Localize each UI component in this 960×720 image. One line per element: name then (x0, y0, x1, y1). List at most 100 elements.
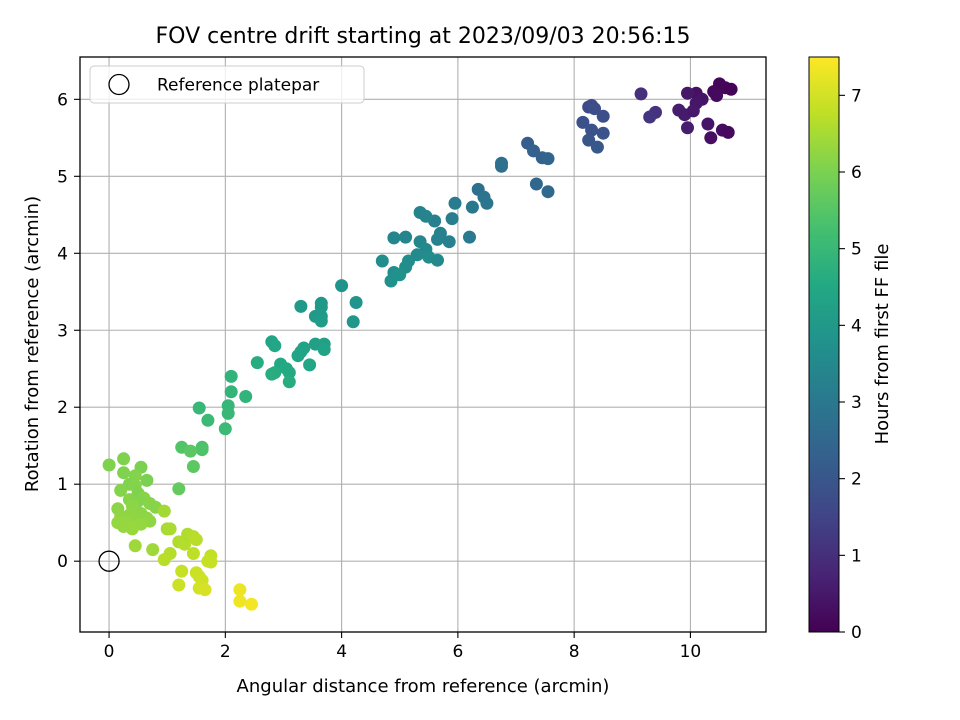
reference-point (98, 550, 120, 572)
scatter-point (721, 125, 735, 139)
scatter-point (681, 86, 694, 100)
scatter-point (125, 522, 139, 536)
scatter-point (178, 537, 192, 551)
x-tick-label: 10 (680, 642, 702, 662)
scatter-point (239, 390, 253, 403)
x-tick-label: 0 (104, 642, 115, 662)
scatter-point (317, 343, 331, 356)
scatter-point (233, 583, 247, 597)
scatter-point (314, 314, 328, 328)
colorbar: 0 1 2 3 4 5 6 7 Hours from first FF file (808, 56, 893, 643)
scatter-point (431, 232, 444, 246)
scatter-point (294, 299, 308, 313)
scatter-point (527, 144, 540, 158)
scatter-point (224, 385, 238, 399)
y-axis-label: Rotation from reference (arcmin) (22, 196, 43, 492)
colorbar-tick-label: 6 (851, 163, 862, 183)
scatter-point (588, 102, 601, 116)
scatter-point (465, 200, 479, 214)
scatter-point (221, 406, 235, 420)
x-axis-label: Angular distance from reference (arcmin) (237, 676, 610, 697)
scatter-point (172, 578, 186, 592)
x-axis-ticks: 0 2 4 6 8 10 (104, 632, 702, 662)
y-tick-label: 3 (57, 321, 68, 341)
scatter-point (245, 597, 258, 611)
scatter-point (643, 110, 657, 124)
scatter-point (384, 274, 398, 288)
scatter-point (710, 89, 724, 102)
scatter-point (335, 279, 349, 293)
scatter-point (224, 369, 238, 383)
scatter-point (346, 315, 360, 329)
scatter-point (186, 460, 200, 473)
scatter-point (250, 356, 264, 370)
colorbar-gradient (808, 56, 840, 633)
scatter-point (114, 483, 128, 497)
scatter-point (282, 375, 296, 389)
scatter-point (704, 131, 718, 145)
scatter-point (265, 367, 279, 381)
scatter-point (163, 522, 177, 536)
scatter-point (701, 117, 715, 131)
scatter-point (140, 473, 154, 487)
scatter-point (576, 115, 590, 129)
legend: Reference platepar (89, 65, 365, 104)
chart-title: FOV centre drift starting at 2023/09/03 … (156, 24, 691, 49)
scatter-point (268, 339, 282, 353)
y-tick-label: 1 (57, 475, 68, 495)
scatter-point (157, 504, 171, 518)
scatter-point (596, 109, 610, 123)
scatter-point (480, 196, 494, 210)
colorbar-label: Hours from first FF file (872, 244, 893, 445)
scatter-point (463, 230, 476, 244)
reference-platepar-marker (98, 550, 120, 572)
scatter-point (291, 349, 305, 363)
scatter-point (175, 564, 189, 578)
scatter-point (686, 104, 700, 118)
scatter-point (419, 209, 433, 223)
legend-marker-icon (108, 73, 130, 96)
scatter-point (541, 185, 555, 199)
scatter-point (596, 126, 610, 140)
colorbar-tick-label: 3 (851, 393, 862, 413)
data-points (102, 77, 738, 611)
scatter-point (184, 444, 197, 458)
scatter-point (157, 553, 171, 567)
scatter-point (146, 543, 160, 557)
scatter-point (445, 212, 459, 226)
colorbar-tick-label: 5 (851, 240, 862, 260)
scatter-point (724, 82, 738, 96)
scatter-point (117, 466, 131, 480)
scatter-point (192, 401, 206, 415)
scatter-point (582, 133, 596, 147)
scatter-point (314, 300, 328, 314)
scatter-point (233, 594, 247, 608)
scatter-point (172, 482, 186, 496)
scatter-point (529, 177, 543, 191)
y-axis-ticks: 0 1 2 3 4 5 6 (57, 90, 80, 572)
scatter-point (204, 555, 218, 569)
plot-frame (79, 56, 767, 633)
scatter-point (387, 231, 401, 245)
scatter-point (585, 123, 599, 137)
x-tick-label: 4 (336, 642, 347, 662)
x-tick-label: 2 (220, 642, 231, 662)
y-tick-label: 2 (57, 398, 68, 418)
scatter-point (201, 413, 215, 427)
y-tick-label: 4 (57, 244, 68, 264)
scatter-point (431, 253, 444, 267)
scatter-point (189, 533, 203, 547)
scatter-point (198, 583, 212, 597)
colorbar-ticks: 0 1 2 3 4 5 6 7 (839, 86, 862, 643)
scatter-point (186, 547, 200, 560)
scatter-point (681, 121, 694, 135)
scatter-point (448, 196, 462, 210)
scatter-point (442, 235, 456, 249)
scatter-point (541, 152, 555, 166)
x-tick-label: 8 (569, 642, 580, 662)
scatter-point (303, 358, 317, 372)
scatter-point (282, 366, 296, 380)
colorbar-tick-label: 1 (851, 546, 862, 566)
